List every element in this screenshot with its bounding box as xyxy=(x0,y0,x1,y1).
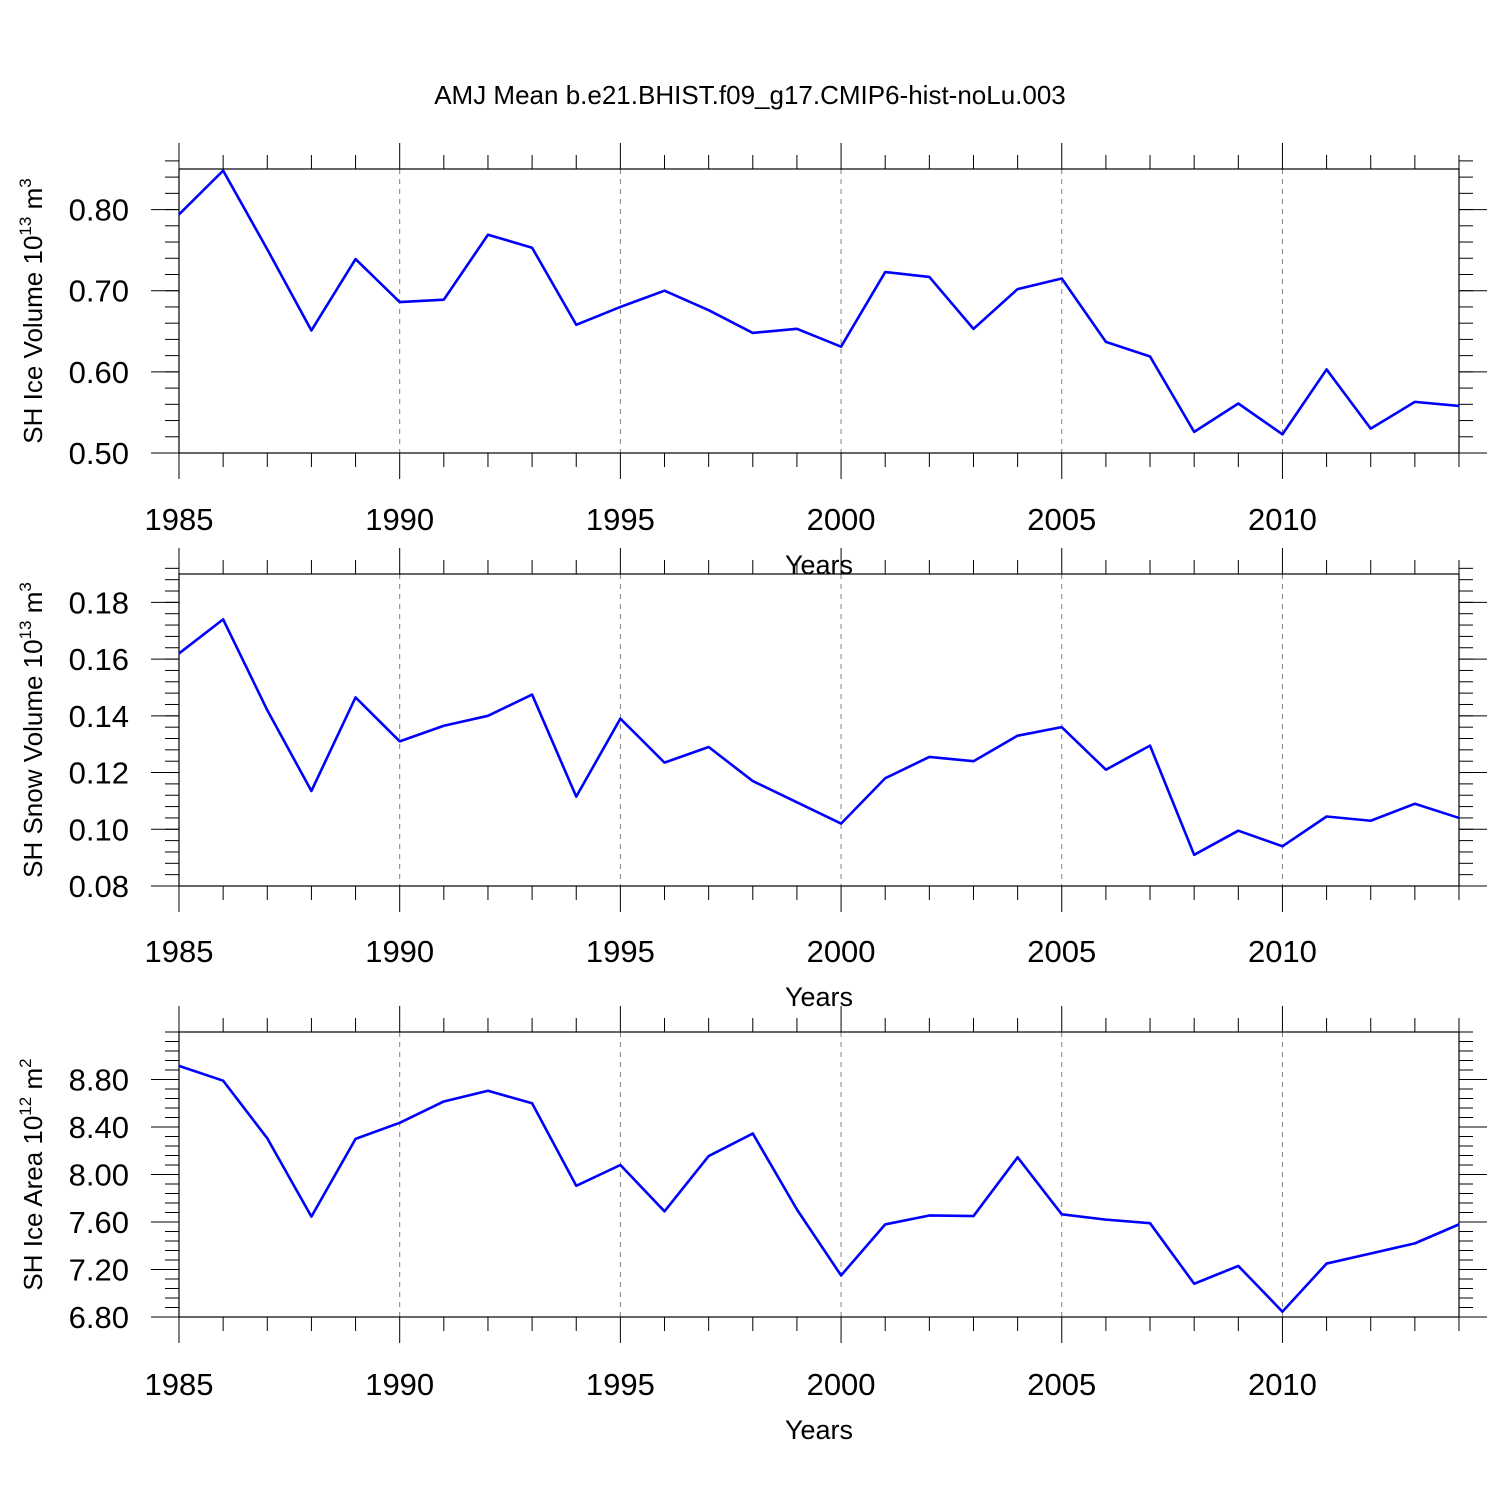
ice-area-x-axis-title: Years xyxy=(785,1415,853,1445)
ice-area-y-tick-label: 7.20 xyxy=(69,1253,129,1288)
ice-volume-x-axis-title: Years xyxy=(785,550,853,580)
ice-volume-x-tick-label: 1985 xyxy=(145,502,214,537)
snow-volume-x-tick-label: 2005 xyxy=(1027,934,1096,969)
ice-area-y-tick-label: 8.40 xyxy=(69,1110,129,1145)
ice-area-x-tick-label: 2010 xyxy=(1248,1367,1317,1402)
snow-volume-x-axis-title: Years xyxy=(785,982,853,1012)
snow-volume-plot-frame xyxy=(178,573,1460,887)
snow-volume-y-tick-label: 0.12 xyxy=(69,756,129,791)
ice-volume-y-tick-label: 0.50 xyxy=(69,436,129,471)
ice-volume-x-tick-label: 1990 xyxy=(365,502,434,537)
snow-volume-y-tick-label: 0.08 xyxy=(69,869,129,904)
panel-snow-volume: 0.08 0.10 0.12 0.14 0.16 0.18 1985 1990 1995 2000… xyxy=(16,548,1487,1012)
ice-area-y-axis-title: SH Ice Area 1012 m2 xyxy=(16,1058,48,1290)
snow-volume-y-tick-label: 0.18 xyxy=(69,585,129,620)
snow-volume-series-line xyxy=(178,618,1460,857)
snow-volume-y-tick-label: 0.16 xyxy=(69,642,129,677)
snow-volume-x-tick-label: 2010 xyxy=(1248,934,1317,969)
snow-volume-y-axis-title: SH Snow Volume 1013 m3 xyxy=(16,582,48,878)
ice-area-x-tick-label: 2005 xyxy=(1027,1367,1096,1402)
ice-volume-plot-frame xyxy=(178,168,1460,454)
ice-area-x-tick-label: 1990 xyxy=(365,1367,434,1402)
ice-volume-y-tick-label: 0.70 xyxy=(69,274,129,309)
ice-area-y-tick-label: 6.80 xyxy=(69,1300,129,1335)
ice-volume-y-axis-title: SH Ice Volume 1013 m3 xyxy=(16,178,48,443)
snow-volume-x-tick-label: 2000 xyxy=(807,934,876,969)
panel-ice-area: 6.80 7.20 7.60 8.00 8.40 8.80 1985 1990 1995 2000… xyxy=(16,1006,1487,1445)
ice-volume-x-tick-label: 2010 xyxy=(1248,502,1317,537)
ice-volume-y-tick-label: 0.60 xyxy=(69,355,129,390)
ice-area-y-tick-label: 8.80 xyxy=(69,1063,129,1098)
snow-volume-x-tick-label: 1990 xyxy=(365,934,434,969)
ice-area-x-tick-label: 1995 xyxy=(586,1367,655,1402)
snow-volume-x-tick-label: 1985 xyxy=(145,934,214,969)
ice-volume-x-tick-label: 2000 xyxy=(807,502,876,537)
ice-volume-y-tick-label: 0.80 xyxy=(69,193,129,228)
snow-volume-x-tick-label: 1995 xyxy=(586,934,655,969)
ice-volume-x-tick-label: 1995 xyxy=(586,502,655,537)
snow-volume-y-tick-label: 0.10 xyxy=(69,812,129,847)
panel-ice-volume: 0.50 0.60 0.70 0.80 1985 1990 1995 2000 2005 2010… xyxy=(16,143,1487,580)
ice-area-y-tick-label: 8.00 xyxy=(69,1158,129,1193)
ice-volume-x-tick-label: 2005 xyxy=(1027,502,1096,537)
snow-volume-y-tick-label: 0.14 xyxy=(69,699,129,734)
ice-volume-series-line xyxy=(178,169,1460,436)
chart-title: AMJ Mean b.e21.BHIST.f09_g17.CMIP6-hist-… xyxy=(434,80,1066,110)
ice-area-x-tick-label: 2000 xyxy=(807,1367,876,1402)
ice-area-y-tick-label: 7.60 xyxy=(69,1205,129,1240)
ice-area-series-line xyxy=(178,1064,1460,1313)
ice-area-x-tick-label: 1985 xyxy=(145,1367,214,1402)
ice-area-plot-frame xyxy=(178,1031,1460,1318)
